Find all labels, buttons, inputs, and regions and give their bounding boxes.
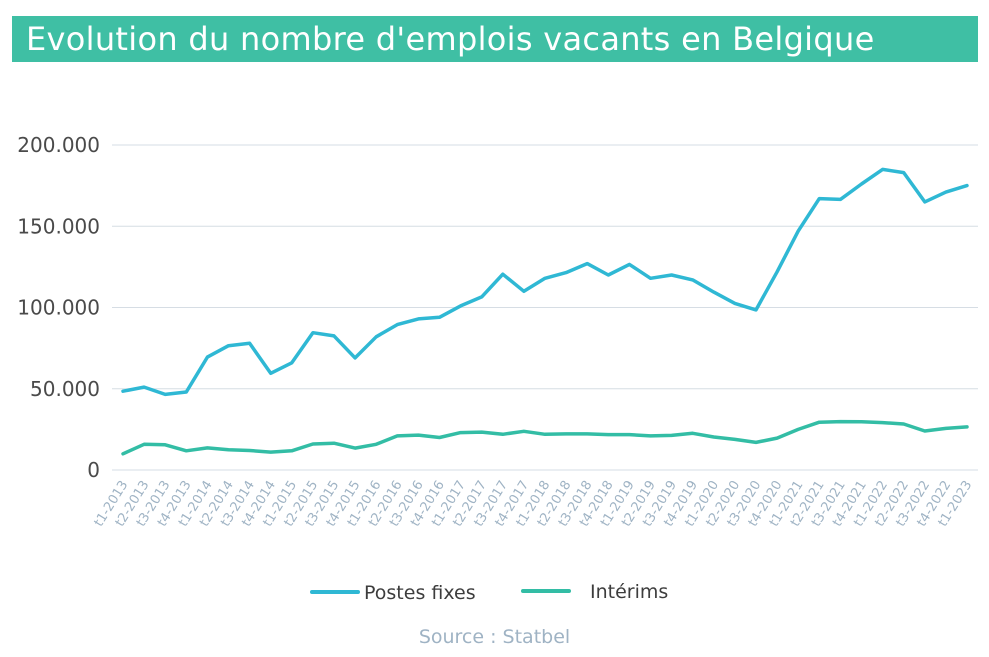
legend-label: Intérims [590,581,668,603]
line-chart: 0 50.000 100.000 150.000 200.000 t1-2013t2-2… [17,133,978,604]
grid-lines [112,144,978,471]
chart-title: Evolution du nombre d'emplois vacants en… [26,20,875,58]
series-line-1 [121,167,969,397]
y-tick-label: 200.000 [17,133,100,157]
x-axis-tick-labels: t1-2013t2-2013t3-2013t4-2013t1-2014t2-20… [92,478,976,529]
legend: Postes fixes Intérims [310,581,668,604]
series-line-2 [121,419,969,456]
series-lines [121,167,969,456]
source-note: Source : Statbel [418,626,571,648]
y-tick-label: 150.000 [17,214,100,238]
y-tick-label: 50.000 [30,377,100,401]
y-axis-tick-labels: 0 50.000 100.000 150.000 200.000 [17,133,100,482]
legend-label: Postes fixes [364,582,476,604]
y-tick-label: 0 [87,458,100,482]
title-banner: Evolution du nombre d'emplois vacants en… [12,16,978,62]
y-tick-label: 100.000 [17,296,100,320]
